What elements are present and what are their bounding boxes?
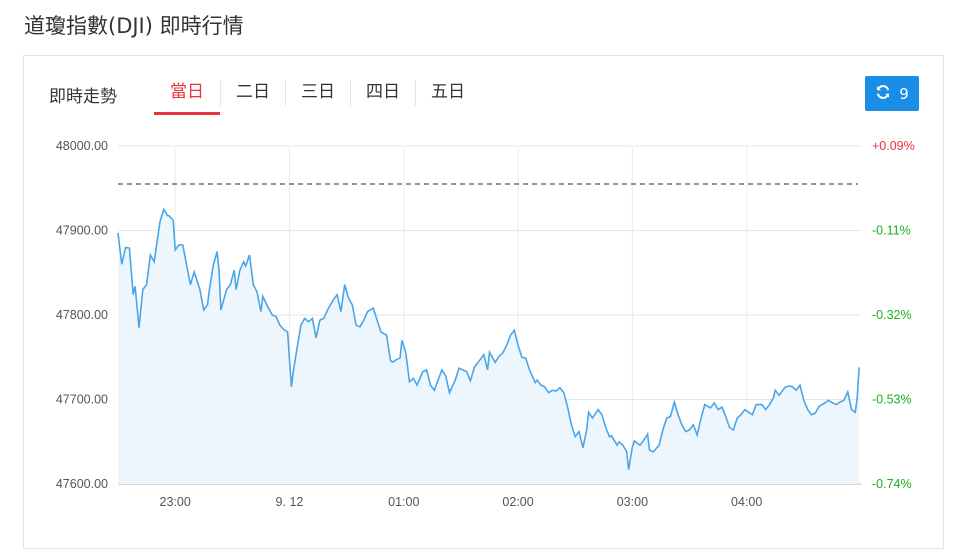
period-tabs: 當日 二日 三日 四日 五日 bbox=[154, 80, 480, 115]
y-tick-label: 47800.00 bbox=[56, 308, 108, 322]
section-label: 即時走勢 bbox=[49, 87, 117, 107]
y-right-tick-label: -0.32% bbox=[872, 308, 912, 322]
y-tick-label: 47900.00 bbox=[56, 224, 108, 238]
tab-3-day[interactable]: 三日 bbox=[285, 80, 350, 106]
x-tick-label: 04:00 bbox=[731, 495, 762, 509]
tab-2-day[interactable]: 二日 bbox=[220, 80, 285, 106]
refresh-count: 9 bbox=[899, 84, 909, 103]
page-title: 道瓊指數(DJI) 即時行情 bbox=[24, 14, 244, 38]
x-tick-label: 02:00 bbox=[502, 495, 533, 509]
refresh-button[interactable]: 9 bbox=[865, 76, 919, 111]
y-right-tick-label: +0.09% bbox=[872, 139, 915, 153]
y-right-tick-label: -0.53% bbox=[872, 393, 912, 407]
refresh-icon bbox=[875, 84, 891, 104]
y-tick-label: 47700.00 bbox=[56, 393, 108, 407]
price-area bbox=[118, 209, 860, 484]
price-line bbox=[117, 207, 860, 470]
y-right-tick-label: -0.11% bbox=[872, 224, 911, 238]
tab-4-day[interactable]: 四日 bbox=[350, 80, 415, 106]
chart-card bbox=[23, 55, 944, 549]
y-right-tick-label: -0.74% bbox=[872, 477, 912, 491]
x-tick-label: 9. 12 bbox=[276, 495, 304, 509]
x-tick-label: 03:00 bbox=[617, 495, 648, 509]
x-tick-label: 23:00 bbox=[160, 495, 191, 509]
y-tick-label: 48000.00 bbox=[56, 139, 108, 153]
tab-1-day[interactable]: 當日 bbox=[154, 80, 220, 115]
tab-5-day[interactable]: 五日 bbox=[415, 80, 480, 106]
y-tick-label: 47600.00 bbox=[56, 477, 108, 491]
x-tick-label: 01:00 bbox=[388, 495, 419, 509]
